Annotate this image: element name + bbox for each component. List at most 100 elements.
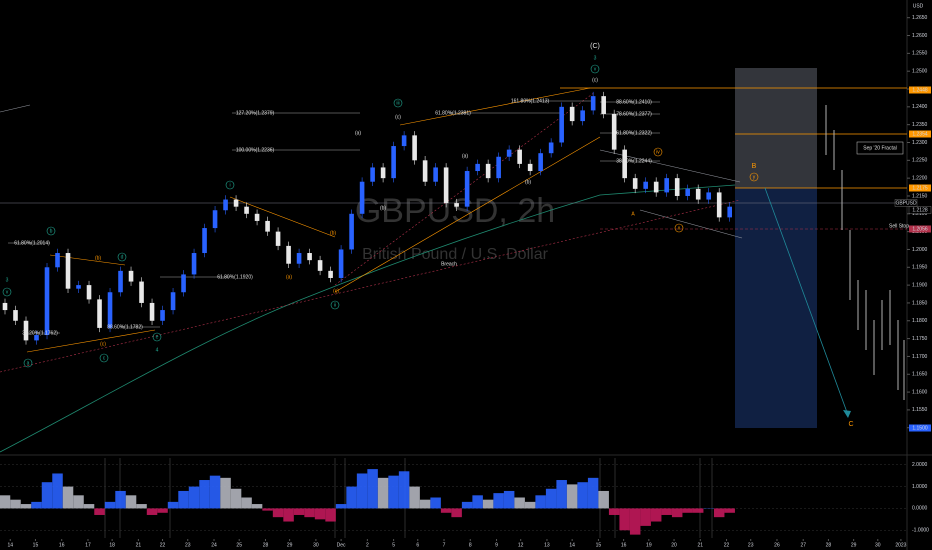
x-tick-label: 17	[85, 542, 91, 548]
price-tag-label: 1.1500	[912, 425, 928, 431]
annotation: 61.80%(1.2381)	[435, 110, 471, 116]
price-tag	[909, 184, 931, 192]
osc-bar	[283, 508, 294, 522]
candle-body	[244, 206, 249, 214]
osc-bar	[650, 508, 662, 522]
wave-circle	[674, 223, 684, 233]
osc-bar	[377, 477, 389, 509]
x-tick-label: 16	[621, 542, 627, 548]
osc-bar	[430, 497, 441, 509]
candle-body	[286, 245, 291, 264]
osc-bar	[0, 495, 11, 509]
annotation: Breach	[441, 261, 457, 267]
y-tick-label: 1.2150	[912, 193, 928, 199]
x-tick-label: 29	[287, 542, 293, 548]
candle-body	[296, 253, 302, 264]
osc-bar	[178, 490, 189, 509]
y-tick-label: 1.1850	[912, 300, 928, 306]
candle-body	[149, 302, 155, 321]
osc-bar	[52, 473, 63, 509]
annotation: (b)	[330, 230, 336, 236]
candle-body	[317, 260, 323, 271]
candle-body	[65, 253, 71, 289]
osc-bar	[325, 508, 336, 522]
y-tick-label: 1.2650	[912, 15, 928, 21]
annotation: b	[50, 228, 53, 234]
osc-tick-label: -1.0000	[912, 528, 929, 534]
annotation: 161.80%(1.2413)	[511, 98, 550, 104]
candle-body	[349, 213, 354, 250]
x-tick-label: 26	[774, 542, 780, 548]
candle-body	[706, 192, 711, 200]
candle-body	[223, 199, 228, 211]
currency-label: USD	[913, 3, 924, 9]
osc-bar	[104, 501, 116, 509]
x-tick-label: 15	[596, 542, 602, 548]
y-tick-label: 1.2500	[912, 69, 928, 75]
candle-body	[695, 188, 701, 200]
x-tick-label: 2023	[895, 542, 906, 548]
annotation: 88.60%(1.2410)	[616, 99, 652, 105]
wave-circle	[653, 147, 663, 157]
candle-body	[380, 167, 386, 179]
price-tag	[909, 86, 931, 94]
candle-body	[601, 96, 606, 114]
wave-circle	[152, 332, 162, 342]
y-tick-label: 1.2250	[912, 158, 928, 164]
x-tick-label: 24	[211, 542, 217, 548]
x-tick-label: 21	[698, 542, 704, 548]
candle-body	[76, 285, 81, 289]
osc-bar	[493, 493, 504, 509]
osc-bar	[545, 488, 557, 509]
candle-body	[653, 181, 659, 193]
projection-arrow	[764, 187, 849, 416]
osc-bar	[94, 508, 105, 515]
candle-body	[275, 231, 281, 246]
candle-body	[527, 163, 533, 172]
x-tick-label: 28	[826, 542, 832, 548]
x-tick-label: 16	[59, 542, 65, 548]
annotation: 78.60%(1.2377)	[616, 111, 652, 117]
annotation: a	[27, 360, 30, 366]
y-tick-label: 1.1750	[912, 336, 928, 342]
annotation: e	[156, 334, 159, 340]
moving-average	[0, 184, 736, 453]
osc-bar	[167, 501, 179, 509]
x-tick-label: 23	[185, 542, 191, 548]
annotation: c	[103, 355, 106, 361]
y-tick-label: 1.2400	[912, 104, 928, 110]
osc-bar	[640, 508, 651, 526]
osc-bar	[524, 501, 536, 509]
osc-bar	[388, 475, 399, 509]
y-tick-label: 1.2100	[912, 211, 928, 217]
y-tick-label: 1.2300	[912, 140, 928, 146]
annotation: iii	[396, 100, 399, 106]
osc-bar	[482, 499, 494, 509]
x-tick-label: 5	[392, 542, 395, 548]
annotation: (a)	[355, 130, 361, 136]
osc-bar	[587, 477, 599, 509]
annotation: (c)	[333, 288, 339, 294]
x-tick-label: 13	[544, 542, 550, 548]
annotation: 3	[594, 55, 597, 61]
wave-circle	[99, 353, 109, 363]
candle-body	[44, 267, 50, 336]
price-tag-label: 1.2056	[912, 226, 928, 232]
x-tick-label: 22	[160, 542, 166, 548]
price-tag-label: GBPUSD	[895, 200, 917, 206]
x-tick-label: 20	[671, 542, 677, 548]
annotation: v	[6, 289, 9, 295]
x-tick-label: 2	[366, 542, 369, 548]
candle-body	[569, 106, 575, 122]
annotation: y	[753, 174, 756, 180]
x-tick-label: 8	[469, 542, 472, 548]
annotation: i	[229, 182, 230, 188]
watermark-symbol: GBPUSD, 2h	[355, 192, 555, 230]
candle-body	[202, 228, 207, 254]
candle-body	[580, 110, 585, 122]
y-tick-label: 1.1600	[912, 389, 928, 395]
price-tag	[909, 130, 931, 138]
osc-bar	[73, 495, 84, 509]
osc-bar	[451, 508, 462, 518]
osc-tick-label: 2.0000	[912, 462, 928, 468]
